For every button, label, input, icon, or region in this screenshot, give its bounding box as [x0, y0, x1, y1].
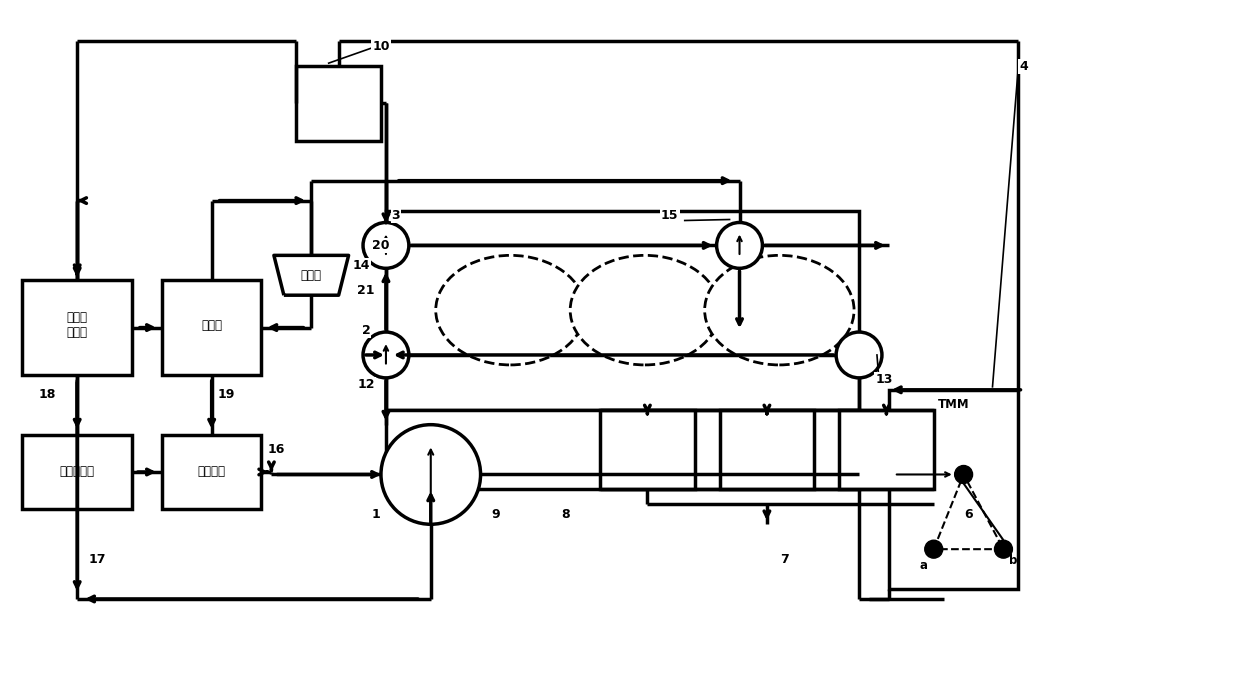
Text: 2: 2 — [362, 324, 371, 337]
Text: 中冷器: 中冷器 — [201, 319, 222, 332]
Text: 3: 3 — [392, 209, 401, 222]
Text: 12: 12 — [357, 378, 374, 391]
Bar — [386, 410, 859, 489]
Circle shape — [955, 466, 972, 484]
Circle shape — [381, 424, 481, 524]
Text: 20: 20 — [372, 239, 389, 252]
Text: 10: 10 — [372, 40, 389, 52]
Text: 8: 8 — [560, 508, 569, 521]
Polygon shape — [274, 255, 348, 295]
Bar — [839, 410, 934, 489]
Text: 16: 16 — [268, 443, 285, 456]
Bar — [600, 410, 694, 489]
Text: a: a — [920, 559, 928, 572]
Ellipse shape — [570, 255, 719, 365]
Circle shape — [994, 540, 1012, 558]
Text: 1: 1 — [372, 508, 381, 521]
Text: 增压器
冷却器: 增压器 冷却器 — [67, 311, 88, 339]
Text: 21: 21 — [357, 284, 374, 297]
Bar — [889, 390, 1018, 589]
Circle shape — [717, 222, 763, 268]
Bar — [22, 435, 131, 509]
Text: 15: 15 — [661, 209, 678, 222]
Text: 7: 7 — [780, 553, 789, 566]
Bar — [162, 280, 262, 375]
Text: 18: 18 — [38, 388, 56, 402]
Text: 14: 14 — [352, 259, 370, 272]
Text: 19: 19 — [218, 388, 236, 402]
Text: 9: 9 — [491, 508, 500, 521]
Text: 节流孔: 节流孔 — [301, 269, 321, 282]
Text: b: b — [1009, 554, 1018, 567]
Text: 13: 13 — [875, 373, 893, 386]
Ellipse shape — [435, 255, 585, 365]
Bar — [386, 210, 859, 410]
Text: 17: 17 — [88, 553, 105, 566]
Text: 6: 6 — [965, 508, 973, 521]
Text: 低温散热器: 低温散热器 — [60, 465, 94, 478]
Circle shape — [363, 222, 409, 268]
Text: 电子水泵: 电子水泵 — [197, 465, 226, 478]
Ellipse shape — [704, 255, 854, 365]
Circle shape — [925, 540, 942, 558]
Text: TMM: TMM — [937, 398, 970, 411]
Bar — [296, 66, 381, 141]
Circle shape — [836, 332, 882, 378]
Text: 4: 4 — [1019, 59, 1028, 72]
Bar — [22, 280, 131, 375]
Bar — [719, 410, 815, 489]
Bar — [162, 435, 262, 509]
Circle shape — [363, 332, 409, 378]
